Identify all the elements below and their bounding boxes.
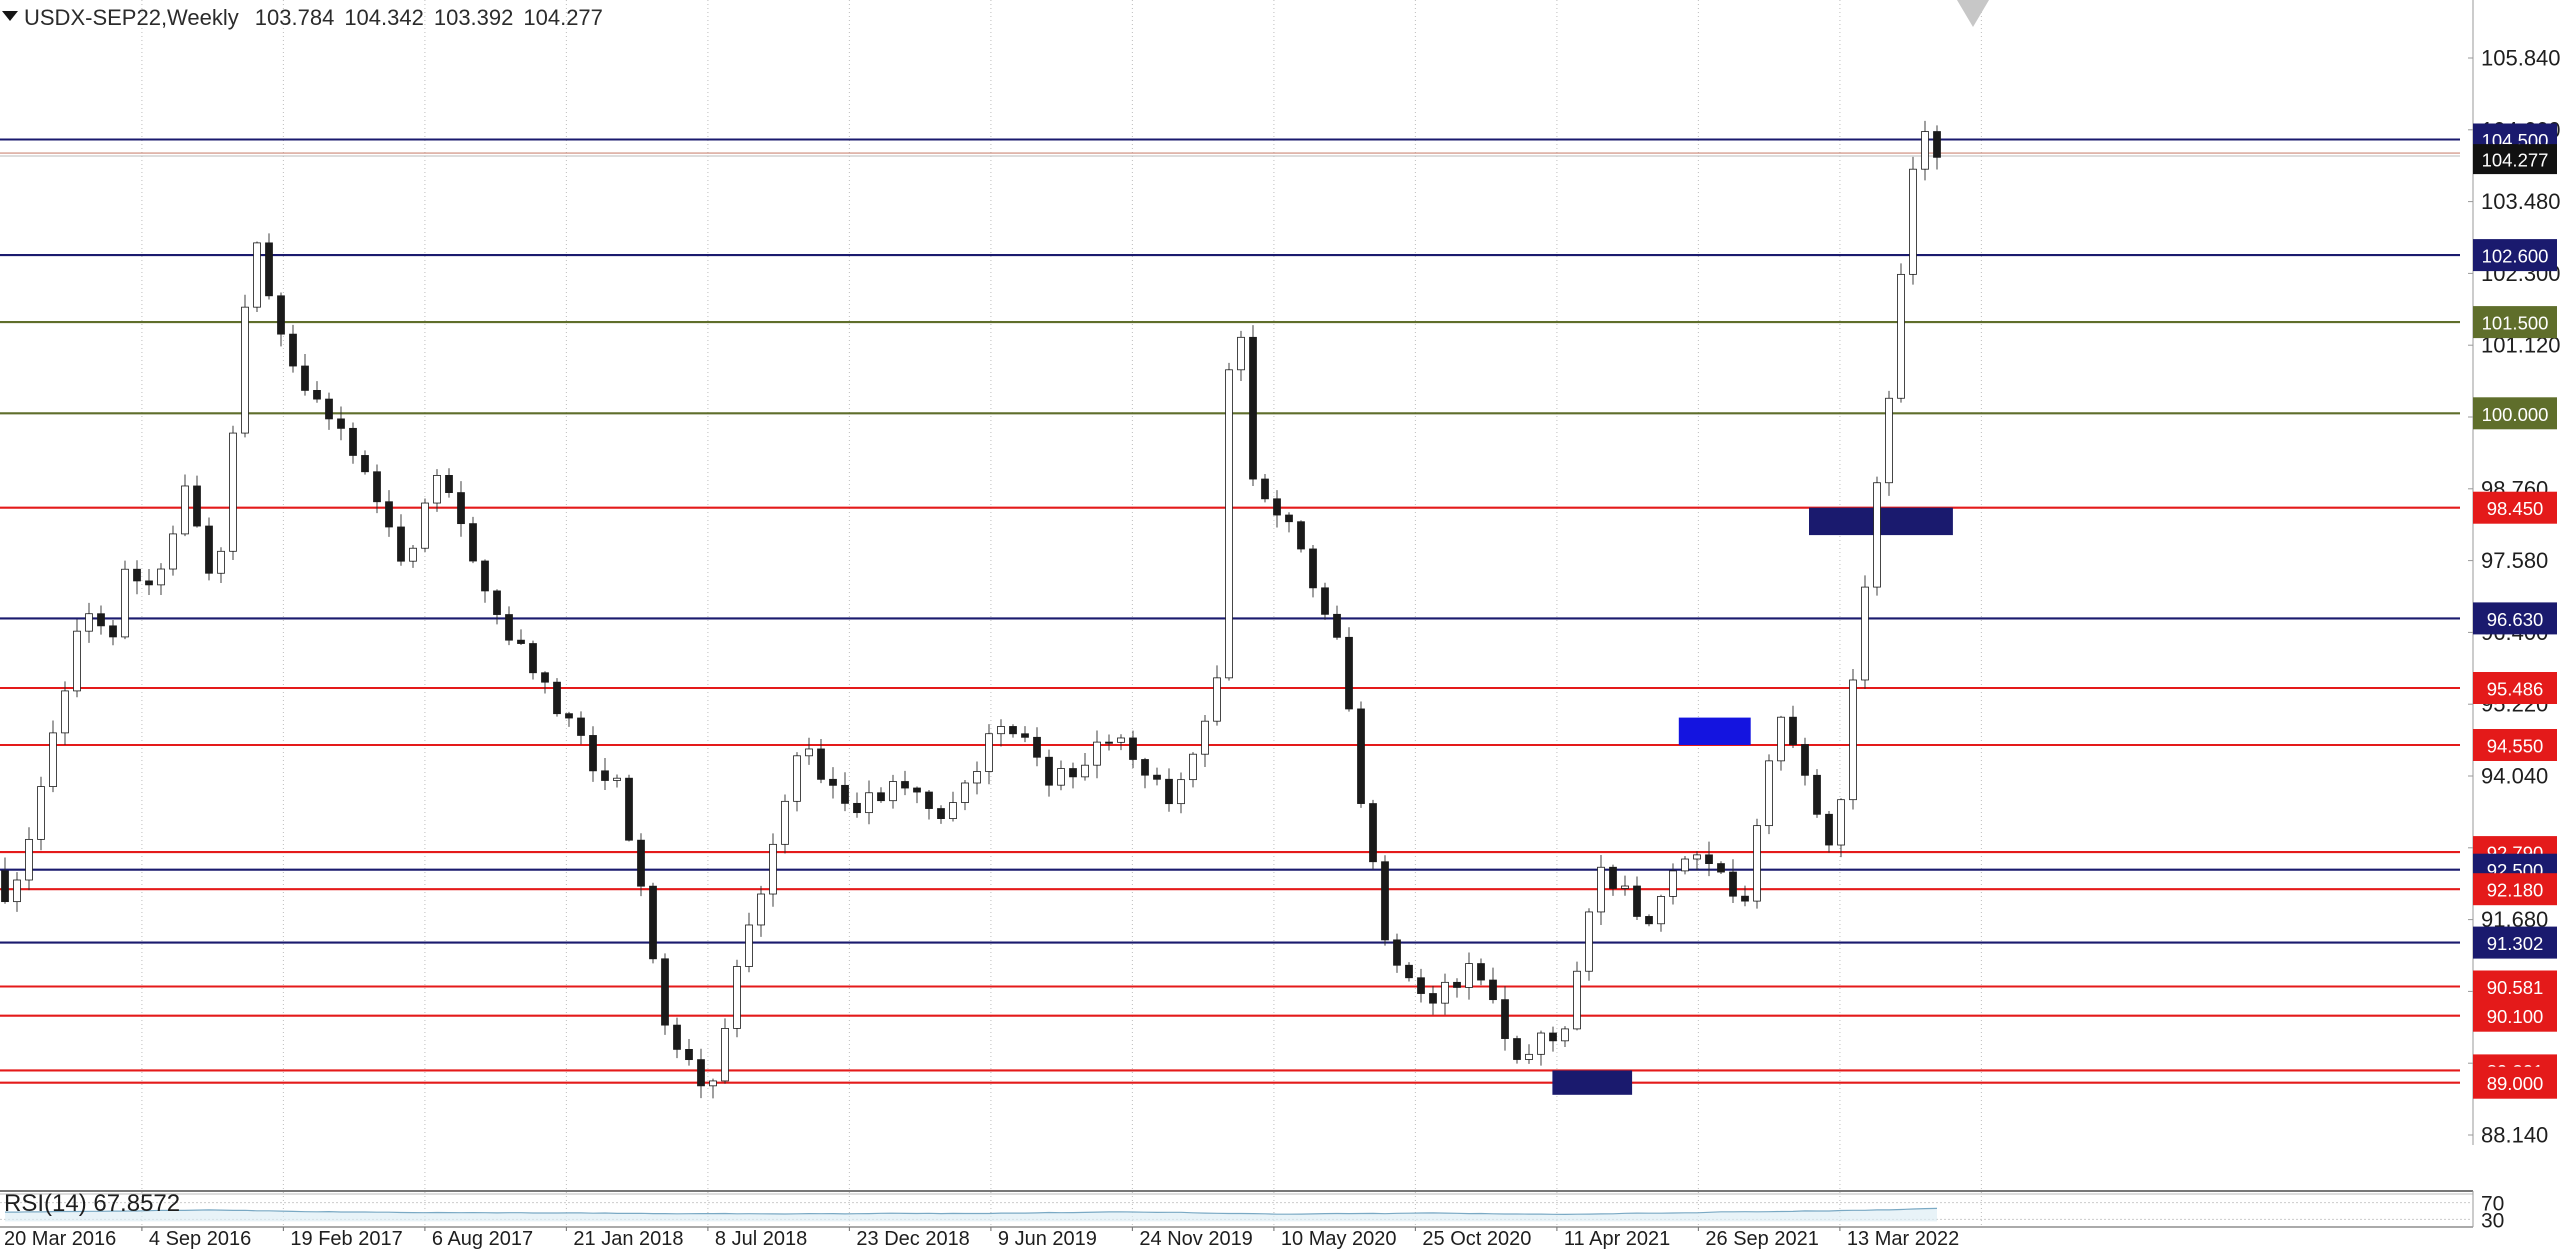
svg-text:10 May 2020: 10 May 2020 bbox=[1281, 1228, 1397, 1250]
svg-text:101.500: 101.500 bbox=[2482, 313, 2549, 334]
svg-text:26 Sep 2021: 26 Sep 2021 bbox=[1705, 1228, 1818, 1250]
svg-text:20 Mar 2016: 20 Mar 2016 bbox=[4, 1228, 116, 1250]
svg-text:92.180: 92.180 bbox=[2487, 880, 2544, 901]
svg-text:30: 30 bbox=[2481, 1209, 2504, 1232]
svg-text:88.140: 88.140 bbox=[2481, 1123, 2548, 1148]
svg-text:100.000: 100.000 bbox=[2482, 404, 2549, 425]
svg-text:23 Dec 2018: 23 Dec 2018 bbox=[856, 1228, 969, 1250]
svg-text:102.600: 102.600 bbox=[2482, 246, 2549, 267]
svg-text:105.840: 105.840 bbox=[2481, 46, 2560, 71]
svg-text:9 Jun 2019: 9 Jun 2019 bbox=[998, 1228, 1097, 1250]
svg-text:4 Sep 2016: 4 Sep 2016 bbox=[149, 1228, 251, 1250]
svg-text:90.100: 90.100 bbox=[2487, 1006, 2544, 1027]
svg-text:94.040: 94.040 bbox=[2481, 764, 2548, 789]
svg-text:94.550: 94.550 bbox=[2487, 736, 2544, 757]
svg-text:8 Jul 2018: 8 Jul 2018 bbox=[715, 1228, 807, 1250]
svg-text:103.480: 103.480 bbox=[2481, 189, 2560, 214]
svg-text:13 Mar 2022: 13 Mar 2022 bbox=[1847, 1228, 1959, 1250]
svg-text:96.630: 96.630 bbox=[2487, 609, 2544, 630]
svg-text:6 Aug 2017: 6 Aug 2017 bbox=[432, 1228, 533, 1250]
svg-text:91.302: 91.302 bbox=[2487, 933, 2544, 954]
svg-text:98.450: 98.450 bbox=[2487, 498, 2544, 519]
svg-text:90.581: 90.581 bbox=[2487, 977, 2544, 998]
svg-text:89.000: 89.000 bbox=[2487, 1073, 2544, 1094]
svg-text:95.486: 95.486 bbox=[2487, 679, 2544, 700]
svg-text:11 Apr 2021: 11 Apr 2021 bbox=[1564, 1228, 1670, 1250]
svg-text:24 Nov 2019: 24 Nov 2019 bbox=[1139, 1228, 1252, 1250]
svg-text:RSI(14) 67.8572: RSI(14) 67.8572 bbox=[4, 1190, 180, 1217]
svg-text:97.580: 97.580 bbox=[2481, 548, 2548, 573]
svg-text:21 Jan 2018: 21 Jan 2018 bbox=[573, 1228, 683, 1250]
svg-text:104.277: 104.277 bbox=[2482, 150, 2549, 171]
svg-text:25 Oct 2020: 25 Oct 2020 bbox=[1422, 1228, 1531, 1250]
svg-text:19 Feb 2017: 19 Feb 2017 bbox=[290, 1228, 402, 1250]
